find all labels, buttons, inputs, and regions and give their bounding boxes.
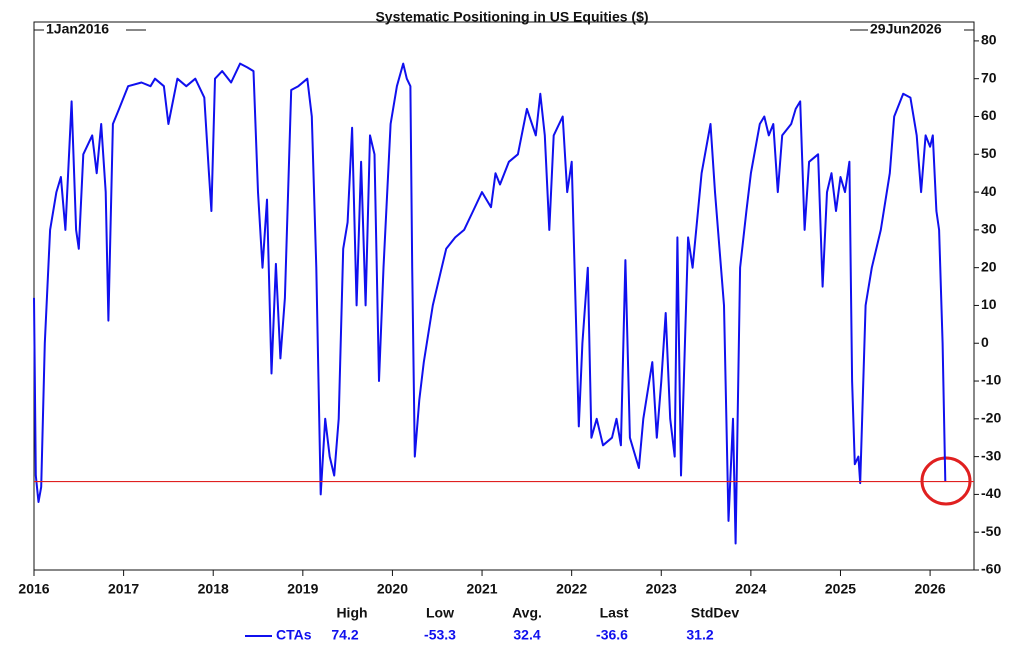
y-tick-label: 0 <box>981 334 989 350</box>
x-tick-label: 2025 <box>825 581 856 597</box>
stat-header: Low <box>426 605 454 621</box>
x-tick-label: 2016 <box>18 581 49 597</box>
y-tick-label: -10 <box>981 372 1001 388</box>
x-tick-label: 2018 <box>198 581 229 597</box>
x-tick-label: 2019 <box>287 581 318 597</box>
x-tick-label: 2021 <box>466 581 497 597</box>
x-tick-label: 2026 <box>915 581 946 597</box>
y-tick-label: 30 <box>981 221 997 237</box>
series-line <box>33 62 947 545</box>
y-tick-label: 20 <box>981 258 997 274</box>
legend-label: CTAs <box>276 627 312 643</box>
stat-value: 74.2 <box>331 627 358 643</box>
x-tick-label: 2024 <box>735 581 766 597</box>
y-tick-label: -40 <box>981 485 1001 501</box>
stat-value: 32.4 <box>513 627 540 643</box>
y-tick-label: -30 <box>981 447 1001 463</box>
plot-frame <box>33 21 975 571</box>
y-tick-label: 50 <box>981 145 997 161</box>
y-tick-label: -60 <box>981 561 1001 577</box>
end-label: 29Jun2026 <box>870 21 942 37</box>
x-tick-label: 2022 <box>556 581 587 597</box>
x-tick-label: 2017 <box>108 581 139 597</box>
start-label: 1Jan2016 <box>46 21 109 37</box>
stat-value: -53.3 <box>424 627 456 643</box>
stat-header: Avg. <box>512 605 542 621</box>
y-tick-label: 60 <box>981 107 997 123</box>
y-tick-label: 80 <box>981 32 997 48</box>
y-tick-label: 10 <box>981 296 997 312</box>
x-tick-label: 2023 <box>646 581 677 597</box>
y-tick-label: -50 <box>981 523 1001 539</box>
x-tick-label: 2020 <box>377 581 408 597</box>
stat-header: Last <box>600 605 629 621</box>
chart-title: Systematic Positioning in US Equities ($… <box>375 9 648 25</box>
stat-header: StdDev <box>691 605 739 621</box>
y-tick-label: 40 <box>981 183 997 199</box>
stat-value: -36.6 <box>596 627 628 643</box>
stat-value: 31.2 <box>686 627 713 643</box>
y-tick-label: 70 <box>981 69 997 85</box>
y-tick-label: -20 <box>981 410 1001 426</box>
stat-header: High <box>336 605 367 621</box>
